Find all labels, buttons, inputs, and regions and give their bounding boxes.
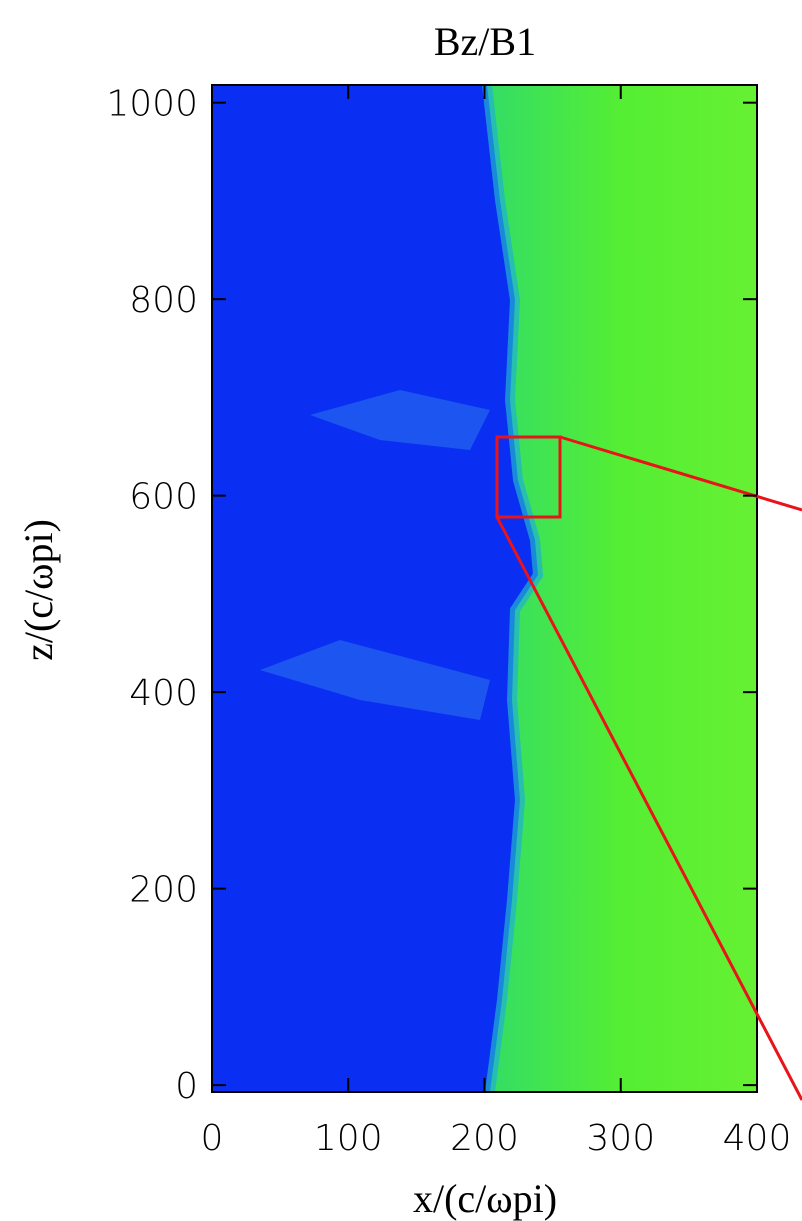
upstream-waves <box>260 390 490 720</box>
x-axis-label: x/(c/ωpi) <box>413 1176 557 1221</box>
x-tick-label: 400 <box>723 1118 792 1159</box>
x-tick-label: 200 <box>450 1118 519 1159</box>
y-tick-label: 200 <box>129 870 198 911</box>
zoom-box <box>495 435 562 519</box>
x-tick-label: 100 <box>314 1118 383 1159</box>
x-tick-label: 0 <box>201 1118 224 1159</box>
downstream-region <box>487 85 757 1092</box>
y-tick-label: 400 <box>129 673 198 714</box>
zoom-line <box>495 516 802 1101</box>
zoom-annotation <box>495 435 802 1101</box>
chart-title: Bz/B1 <box>434 19 536 64</box>
field-image <box>212 84 757 1093</box>
zoom-line <box>559 435 802 512</box>
y-tick-label: 800 <box>129 280 198 321</box>
y-tick-label: 0 <box>175 1066 198 1107</box>
x-tick-label: 300 <box>586 1118 655 1159</box>
y-axis-label: z/(c/ωpi) <box>16 519 61 661</box>
y-tick-label: 600 <box>129 477 198 518</box>
y-tick-label: 1000 <box>106 84 198 125</box>
shock-front <box>482 84 544 1093</box>
